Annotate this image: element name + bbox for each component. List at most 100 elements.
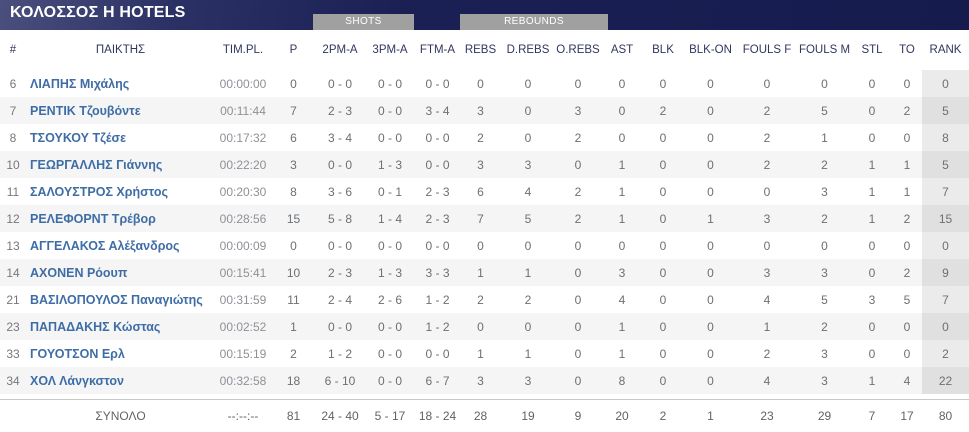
stat-cell-time: 00:11:44 [215,97,271,124]
player-name-link[interactable]: ΡΕΝΤΙΚ Τζουβόντε [26,97,215,124]
stat-cell-num: 21 [6,292,20,307]
stat-cell-rebs: 3 [459,97,502,124]
totals-row: ΣΥΝΟΛΟ --:--:-- 81 24 - 40 5 - 17 18 - 24 28 19… [0,399,969,432]
stat-cell-ast: 0 [602,97,642,124]
stat-cell-ftm: 3 - 3 [416,259,459,286]
stat-cell-pm3: 0 - 1 [377,184,402,199]
stat-cell-stl: 0 [868,346,876,361]
player-name-link[interactable]: ΤΣΟΥΚΟΥ Τζέσε [30,130,127,145]
stat-cell-foulsf: 2 [737,151,797,178]
player-row: 8 ΤΣΟΥΚΟΥ Τζέσε 00:17:32 6 3 - 4 0 - 0 0 - 0 2 0… [0,124,969,151]
stat-cell-time: 00:15:19 [219,346,267,361]
player-name-link[interactable]: ΧΟΛ Λάνγκστον [26,367,215,394]
player-row: 33 ΓΟΥΟΤΣΟΝ Ερλ 00:15:19 2 1 - 2 0 - 0 0 - 0 1 1… [0,340,969,367]
stat-cell-rank: 15 [922,205,969,232]
stat-cell-rebs: 3 [459,367,502,394]
stat-cell-time: 00:32:58 [215,367,271,394]
stat-cell-blk: 0 [659,76,667,91]
stat-cell-blk: 0 [642,205,684,232]
stat-cell-pm3: 0 - 0 [364,367,416,394]
stat-cell-ast: 0 [618,130,626,145]
stat-cell-num: 13 [6,238,20,253]
stat-cell-foulsf: 4 [737,367,797,394]
stat-cell-blkon: 0 [684,259,737,286]
player-name-link[interactable]: ΡΕΛΕΦΟΡΝΤ Τρέβορ [26,205,215,232]
stat-cell-rebs: 6 [477,184,484,199]
stat-cell-foulsm: 3 [797,367,852,394]
totals-cell-num [0,399,26,432]
stat-cell-foulsf: 4 [763,292,771,307]
stat-cell-rank: 5 [922,97,969,124]
stat-cell-p: 8 [290,184,297,199]
stat-cell-pm3: 1 - 4 [364,205,416,232]
stat-cell-num: 14 [0,259,26,286]
stat-cell-foulsf: 2 [737,97,797,124]
stat-cell-ftm: 0 - 0 [416,151,459,178]
stat-cell-num: 34 [0,367,26,394]
stat-cell-ftm: 3 - 4 [416,97,459,124]
column-header-to: TO [892,30,922,70]
stat-cell-pm2: 6 - 10 [316,367,364,394]
player-name-link[interactable]: ΛΙΑΠΗΣ Μιχάλης [30,76,130,91]
stat-cell-pm3: 0 - 0 [377,76,402,91]
stat-cell-stl: 1 [852,151,892,178]
stat-cell-num: 7 [0,97,26,124]
stat-cell-blkon: 0 [707,346,714,361]
stat-cell-drebs: 2 [524,292,532,307]
player-name-link[interactable]: ΓΟΥΟΤΣΟΝ Ερλ [30,346,125,361]
stat-cell-ast: 0 [618,238,626,253]
stat-cell-blkon: 0 [707,292,714,307]
column-header-stl: STL [852,30,892,70]
stat-cell-time: 00:17:32 [219,130,267,145]
player-name-link[interactable]: ΑΓΓΕΛΑΚΟΣ Αλέξανδρος [30,238,180,253]
stat-cell-ast: 4 [618,292,626,307]
stat-cell-rank: 7 [922,178,969,205]
stat-cell-pm3: 1 - 3 [364,151,416,178]
player-name-link[interactable]: ΒΑΣΙΛΟΠΟΥΛΟΣ Παναγιώτης [30,292,203,307]
column-header-pm3: 3PM-A [364,30,416,70]
player-name-link[interactable]: ΑΧΟΝΕΝ Ρόουπ [26,259,215,286]
stat-cell-num: 6 [9,76,17,91]
stat-cell-blkon: 0 [684,151,737,178]
column-header-pm2: 2PM-A [316,30,364,70]
stat-cell-foulsm: 2 [797,313,852,340]
stat-cell-foulsf: 0 [763,76,771,91]
stat-cell-to: 0 [903,76,911,91]
stat-cell-blk: 0 [659,238,667,253]
stat-cell-rank: 0 [922,313,969,340]
stat-cell-p: 7 [271,97,316,124]
stat-cell-ftm: 1 - 2 [416,313,459,340]
stat-cell-pm3: 2 - 6 [377,292,402,307]
stat-cell-drebs: 0 [524,130,532,145]
stat-cell-ast: 1 [618,346,626,361]
stat-cell-p: 6 [290,130,297,145]
stat-cell-pm2: 5 - 8 [316,205,364,232]
player-name-link[interactable]: ΠΑΠΑΔΑΚΗΣ Κώστας [26,313,215,340]
stat-cell-time: 00:20:30 [219,184,267,199]
totals-cell-pm3: 5 - 17 [364,399,416,432]
stat-cell-time: 00:28:56 [215,205,271,232]
player-name-link[interactable]: ΣΑΛΟΥΣΤΡΟΣ Χρήστος [30,184,169,199]
totals-cell-name: ΣΥΝΟΛΟ [26,399,215,432]
totals-cell-to: 17 [892,399,922,432]
stat-cell-blkon: 1 [684,205,737,232]
stat-cell-rebs: 3 [459,151,502,178]
column-header-foulsm: FOULS M [797,30,852,70]
player-name-link[interactable]: ΓΕΩΡΓΑΛΛΗΣ Γιάννης [26,151,215,178]
stat-cell-stl: 0 [852,97,892,124]
stat-cell-foulsf: 3 [737,259,797,286]
stat-cell-num: 23 [0,313,26,340]
stat-cell-to: 5 [903,292,911,307]
stat-cell-orebs: 0 [554,259,602,286]
stat-cell-foulsm: 3 [821,346,828,361]
stat-cell-pm2: 3 - 4 [327,130,352,145]
stat-cell-rebs: 0 [459,313,502,340]
totals-cell-ast: 20 [602,399,642,432]
stat-cell-drebs: 0 [524,238,532,253]
stat-cell-drebs: 5 [502,205,554,232]
column-header-name: ΠΑΙΚΤΗΣ [26,30,215,70]
stat-cell-ast: 1 [602,205,642,232]
stat-cell-foulsf: 1 [737,313,797,340]
stat-cell-stl: 3 [868,292,876,307]
